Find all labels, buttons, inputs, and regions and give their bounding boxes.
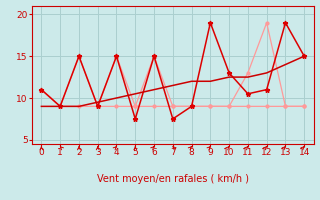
- X-axis label: Vent moyen/en rafales ( km/h ): Vent moyen/en rafales ( km/h ): [97, 174, 249, 184]
